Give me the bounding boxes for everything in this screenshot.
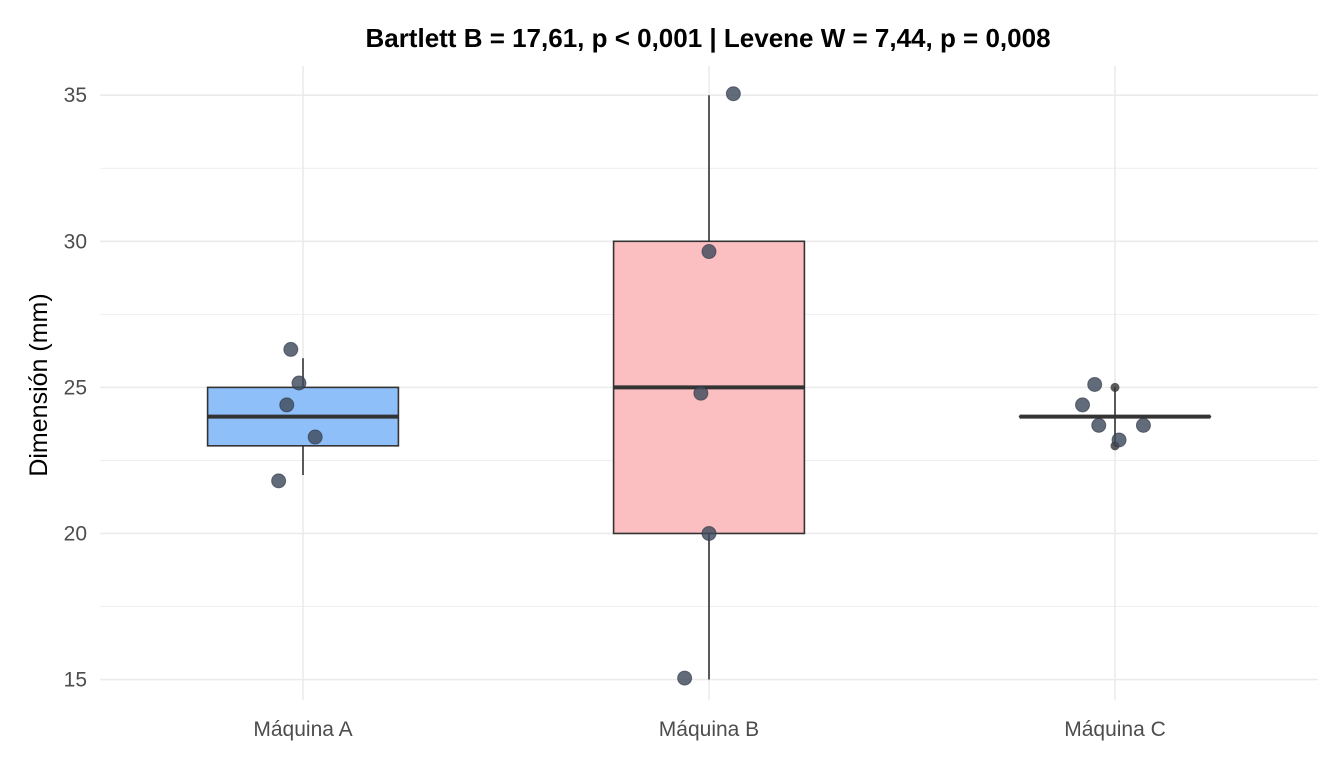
y-axis-label: Dimensión (mm): [25, 293, 53, 476]
data-point: [291, 375, 307, 391]
axis-ticks: 15 20 25 30 35 Máquina A Máquina B Máquina C: [64, 84, 1166, 741]
data-point: [271, 473, 287, 489]
jitter-points: [271, 86, 1151, 686]
y-tick-label: 15: [64, 669, 87, 692]
y-tick-label: 25: [64, 376, 87, 399]
data-point: [1075, 397, 1091, 413]
outlier-point: [1110, 382, 1120, 392]
chart-title: Bartlett B = 17,61, p < 0,001 | Levene W…: [365, 23, 1050, 53]
y-tick-label: 20: [64, 522, 87, 545]
x-tick-label: Máquina A: [253, 718, 352, 741]
y-tick-label: 30: [64, 230, 87, 253]
data-point: [677, 670, 693, 686]
x-tick-label: Máquina C: [1064, 718, 1166, 741]
data-point: [1091, 417, 1107, 433]
data-point: [693, 385, 709, 401]
data-point: [283, 341, 299, 357]
data-point: [1087, 376, 1103, 392]
x-tick-label: Máquina B: [659, 718, 759, 741]
data-point: [725, 86, 741, 102]
data-point: [307, 429, 323, 445]
data-point: [279, 397, 295, 413]
y-tick-label: 35: [64, 84, 87, 107]
data-point: [1111, 432, 1127, 448]
data-point: [701, 244, 717, 260]
data-point: [1135, 417, 1151, 433]
boxes: [206, 95, 1212, 680]
data-point: [701, 525, 717, 541]
